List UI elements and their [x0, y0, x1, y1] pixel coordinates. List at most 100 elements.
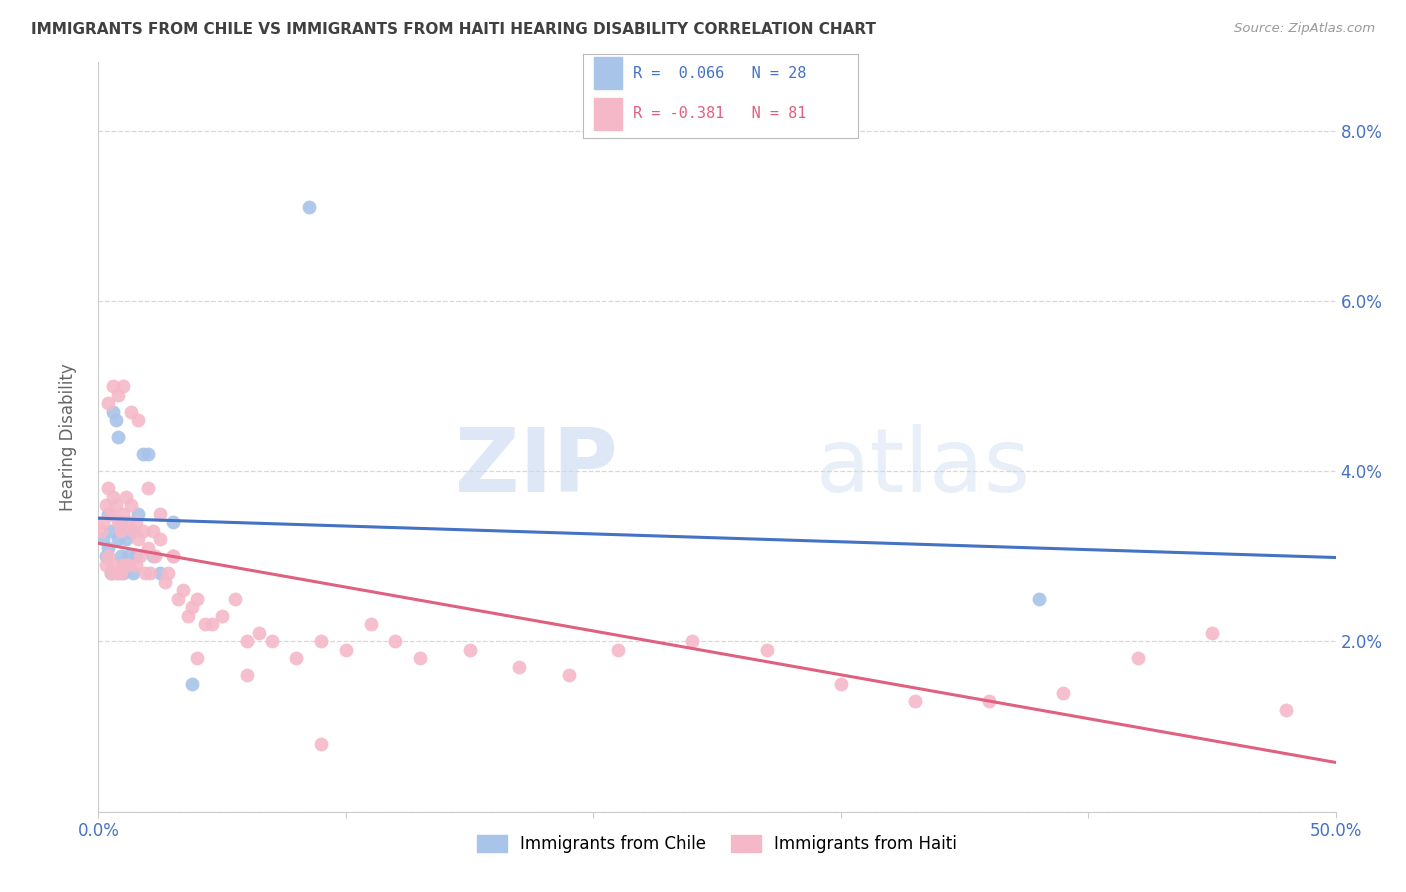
Point — [103, 558, 125, 572]
Point — [117, 515, 139, 529]
Point — [100, 566, 122, 581]
Point — [132, 447, 155, 461]
Point — [1028, 591, 1050, 606]
Point — [104, 413, 127, 427]
Point — [260, 634, 283, 648]
Point — [298, 200, 321, 214]
Point — [1201, 626, 1223, 640]
Point — [309, 634, 332, 648]
Point — [112, 524, 135, 538]
Point — [186, 591, 208, 606]
Point — [107, 566, 129, 581]
Point — [285, 651, 308, 665]
Point — [117, 558, 139, 572]
Point — [107, 430, 129, 444]
Point — [139, 566, 162, 581]
Point — [103, 379, 125, 393]
Point — [176, 608, 198, 623]
Point — [120, 524, 142, 538]
Point — [114, 558, 136, 572]
Point — [236, 634, 259, 648]
Point — [127, 533, 149, 547]
Point — [830, 677, 852, 691]
Point — [90, 524, 112, 538]
Point — [201, 617, 224, 632]
Point — [904, 694, 927, 708]
Point — [114, 490, 136, 504]
Point — [104, 498, 127, 512]
Text: atlas: atlas — [815, 424, 1031, 510]
Point — [155, 574, 177, 589]
Point — [107, 515, 129, 529]
Bar — [595, 97, 621, 130]
Text: ZIP: ZIP — [456, 424, 619, 510]
Point — [112, 566, 135, 581]
Point — [132, 524, 155, 538]
Point — [93, 515, 115, 529]
Point — [107, 387, 129, 401]
Point — [149, 507, 172, 521]
Point — [142, 549, 165, 564]
Point — [103, 404, 125, 418]
Point — [107, 533, 129, 547]
Point — [149, 566, 172, 581]
Point — [335, 643, 357, 657]
Point — [124, 515, 146, 529]
Point — [127, 507, 149, 521]
Point — [122, 566, 145, 581]
Point — [93, 533, 115, 547]
Point — [110, 524, 132, 538]
Point — [120, 498, 142, 512]
Point — [360, 617, 382, 632]
Point — [100, 566, 122, 581]
Point — [100, 507, 122, 521]
Point — [94, 498, 117, 512]
Point — [110, 515, 132, 529]
Point — [166, 591, 188, 606]
Point — [94, 549, 117, 564]
Point — [100, 524, 122, 538]
Text: R =  0.066   N = 28: R = 0.066 N = 28 — [633, 65, 806, 80]
Point — [136, 447, 159, 461]
Point — [94, 558, 117, 572]
Point — [136, 481, 159, 495]
Text: R = -0.381   N = 81: R = -0.381 N = 81 — [633, 106, 806, 121]
Point — [97, 481, 120, 495]
Point — [194, 617, 217, 632]
Point — [104, 566, 127, 581]
Point — [110, 566, 132, 581]
Point — [117, 549, 139, 564]
Point — [186, 651, 208, 665]
Point — [1052, 685, 1074, 699]
Point — [224, 591, 246, 606]
Point — [1275, 702, 1298, 716]
Y-axis label: Hearing Disability: Hearing Disability — [59, 363, 77, 511]
Point — [136, 541, 159, 555]
Point — [309, 737, 332, 751]
Point — [508, 660, 530, 674]
Point — [112, 379, 135, 393]
Point — [557, 668, 579, 682]
Text: Source: ZipAtlas.com: Source: ZipAtlas.com — [1234, 22, 1375, 36]
Text: IMMIGRANTS FROM CHILE VS IMMIGRANTS FROM HAITI HEARING DISABILITY CORRELATION CH: IMMIGRANTS FROM CHILE VS IMMIGRANTS FROM… — [31, 22, 876, 37]
Point — [142, 524, 165, 538]
Point — [120, 404, 142, 418]
Point — [607, 643, 630, 657]
Point — [162, 549, 184, 564]
Point — [114, 533, 136, 547]
Point — [172, 583, 194, 598]
Legend: Immigrants from Chile, Immigrants from Haiti: Immigrants from Chile, Immigrants from H… — [470, 828, 965, 860]
Point — [143, 549, 166, 564]
Point — [384, 634, 406, 648]
Point — [156, 566, 179, 581]
Point — [162, 549, 184, 564]
Point — [103, 490, 125, 504]
Point — [1126, 651, 1149, 665]
Point — [97, 396, 120, 410]
Point — [247, 626, 270, 640]
Point — [112, 558, 135, 572]
Point — [681, 634, 703, 648]
Point — [129, 549, 152, 564]
Point — [127, 413, 149, 427]
Point — [97, 541, 120, 555]
